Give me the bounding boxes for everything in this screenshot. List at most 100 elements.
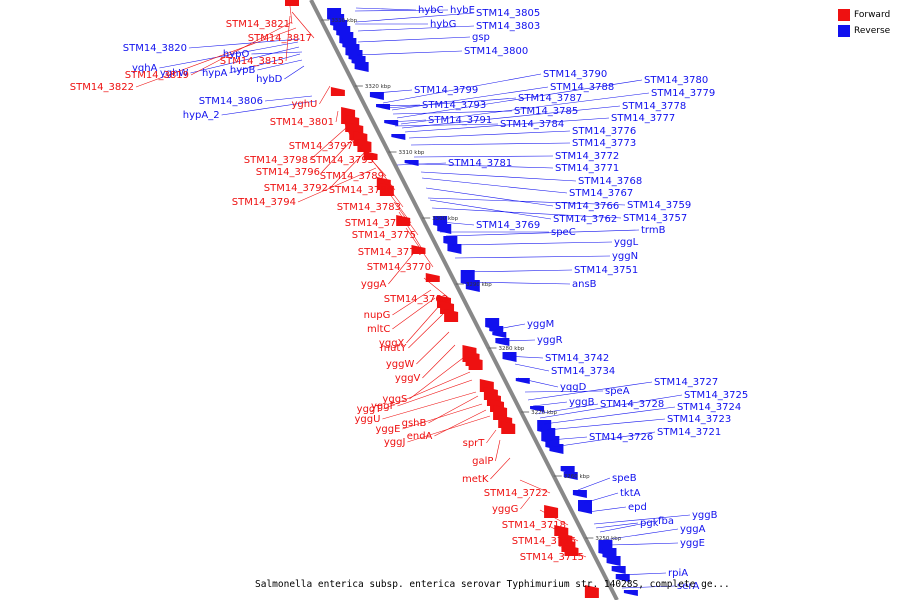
forward-gene-label: metK (462, 474, 489, 485)
forward-gene-label: STM14_3716 (512, 536, 576, 547)
reverse-label-leader (188, 38, 301, 49)
reverse-gene-label: STM14_3800 (464, 46, 528, 57)
reverse-gene-label: trmB (641, 225, 666, 236)
reverse-gene-arrow (404, 160, 419, 166)
reverse-label-leader (354, 9, 449, 12)
position-tick-label: 3330 kbp (331, 18, 357, 24)
forward-gene-label: STM14_3794 (232, 197, 296, 208)
reverse-label-leader (539, 394, 683, 419)
forward-gene-label: STM14_3715 (520, 552, 584, 563)
reverse-gene-label: STM14_3791 (428, 115, 492, 126)
reverse-gene-label: hypA (202, 68, 228, 79)
reverse-gene-label: pgk (640, 518, 659, 529)
reverse-label-leader (404, 117, 610, 133)
reverse-gene-label: STM14_3726 (589, 432, 653, 443)
forward-gene-label: STM14_3763 (384, 294, 448, 305)
reverse-label-leader (221, 100, 317, 116)
forward-gene-label: STM14_3775 (352, 230, 416, 241)
reverse-label-leader (552, 431, 656, 448)
forward-gene-label: STM14_3822 (70, 82, 134, 93)
reverse-label-leader (400, 92, 650, 125)
forward-label-leader (382, 179, 404, 208)
reverse-gene-label: STM14_3820 (123, 43, 187, 54)
forward-gene-label: STM14_3722 (484, 488, 548, 499)
forward-gene-label: mutY (380, 343, 407, 354)
reverse-gene-label: STM14_3778 (622, 101, 686, 112)
reverse-label-leader (375, 89, 413, 94)
forward-gene-label: STM14_3815 (220, 56, 284, 67)
legend-reverse-label: Reverse (854, 26, 891, 36)
reverse-gene-label: STM14_3777 (611, 113, 675, 124)
legend-forward-label: Forward (854, 10, 891, 20)
reverse-gene-arrow (623, 590, 638, 596)
reverse-label-leader (440, 221, 475, 226)
reverse-gene-arrow (578, 500, 592, 514)
reverse-gene-label: STM14_3793 (422, 100, 486, 111)
position-tick-label: 3290 kbp (466, 282, 492, 288)
forward-label-leader (423, 277, 451, 300)
reverse-label-leader (616, 572, 667, 576)
reverse-gene-label: tktA (620, 488, 641, 499)
forward-gene-label: STM14_3795 (310, 155, 374, 166)
forward-gene-label: STM14_3801 (270, 117, 334, 128)
forward-gene-label: STM14_3798 (244, 155, 308, 166)
reverse-gene-label: serA (677, 581, 699, 592)
forward-label-leader (406, 304, 441, 344)
reverse-label-leader (595, 522, 639, 529)
reverse-label-leader (396, 79, 643, 119)
reverse-label-leader (417, 163, 554, 169)
reverse-label-leader (461, 269, 573, 273)
forward-gene-label: STM14_3718 (502, 520, 566, 531)
reverse-gene-arrow (391, 134, 406, 140)
forward-gene-label: yggT (357, 404, 383, 415)
reverse-label-leader (408, 130, 571, 139)
forward-label-leader (393, 201, 419, 236)
reverse-gene-arrow (369, 92, 384, 100)
reverse-label-leader (527, 381, 653, 401)
position-ticks-group: 3330 kbp 3320 kbp 3310 kbp 3300 kbp 3290 kbp… (321, 18, 622, 542)
label-leader-lines-group (135, 5, 691, 589)
reverse-gene-label: STM14_3762 (553, 214, 617, 225)
reverse-gene-label: STM14_3773 (572, 138, 636, 149)
reverse-gene-arrow (495, 338, 510, 346)
reverse-label-leader (532, 401, 568, 407)
forward-gene-label: yggF (371, 401, 396, 412)
forward-label-leader (335, 110, 339, 123)
reverse-gene-label: STM14_3751 (574, 265, 638, 276)
forward-label-leader (409, 357, 464, 400)
forward-gene-arrow (330, 87, 345, 96)
reverse-gene-label: ansB (572, 279, 597, 290)
forward-label-leader (490, 457, 511, 480)
forward-gene-label: STM14_3821 (226, 19, 290, 30)
reverse-gene-label: STM14_3799 (414, 85, 478, 96)
forward-gene-label: yggA (361, 279, 387, 290)
reverse-gene-label: yggB (692, 510, 718, 521)
forward-label-leader (319, 85, 331, 105)
position-tick-label: 3320 kbp (365, 84, 391, 90)
reverse-gene-label: STM14_3772 (555, 151, 619, 162)
forward-label-leader (309, 127, 347, 161)
reverse-gene-label: speC (551, 227, 576, 238)
forward-gene-label: yggU (354, 414, 380, 425)
reverse-label-leader (504, 355, 544, 359)
reverse-gene-label: STM14_3788 (550, 82, 614, 93)
position-tick-label: 3260 kbp (564, 474, 590, 480)
forward-label-leader (519, 479, 551, 494)
reverse-gene-label: STM14_3790 (543, 69, 607, 80)
forward-gene-arrow (468, 357, 483, 370)
forward-label-leader (190, 21, 293, 76)
forward-gene-label: STM14_3770 (367, 262, 431, 273)
reverse-gene-label: STM14_3780 (644, 75, 708, 86)
reverse-label-leader (517, 377, 559, 388)
genome-caption: Salmonella enterica subsp. enterica sero… (255, 579, 730, 590)
reverse-label-leader (257, 59, 303, 71)
forward-gene-label: STM14_3797 (289, 141, 353, 152)
reverse-gene-label: fba (658, 516, 674, 527)
gene-arrows-group (285, 0, 638, 598)
forward-gene-label: nupG (364, 310, 391, 321)
reverse-label-leader (445, 229, 640, 237)
reverse-label-leader (431, 207, 622, 219)
reverse-gene-label: yggB (569, 397, 595, 408)
reverse-label-leader (454, 255, 611, 259)
reverse-gene-arrow (530, 406, 545, 412)
